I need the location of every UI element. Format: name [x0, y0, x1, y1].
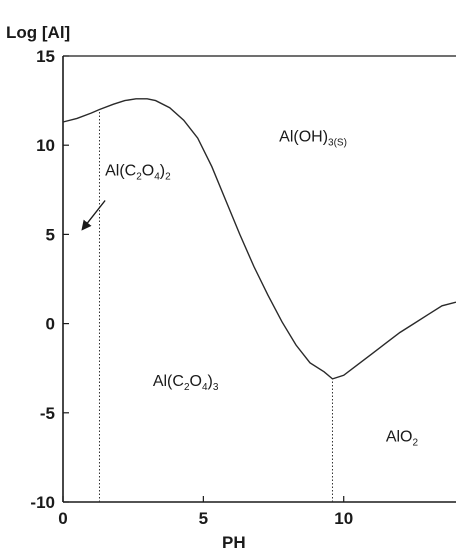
y-tick-label: 10	[36, 136, 55, 155]
region-label: Al(C2O4)2	[105, 163, 171, 183]
x-axis-title: PH	[222, 533, 246, 552]
y-tick-label: -5	[40, 404, 55, 423]
x-tick-label: 5	[199, 509, 208, 528]
axes	[62, 55, 456, 503]
series-layer	[62, 98, 456, 380]
y-tick-label: 5	[46, 225, 55, 244]
region-label: AlO2	[386, 428, 419, 448]
solubility-curve	[62, 98, 456, 380]
annotation-arrow	[81, 200, 106, 231]
x-tick-label: 0	[58, 509, 67, 528]
y-axis-title: Log [Al]	[6, 23, 70, 42]
x-tick-label: 10	[334, 509, 353, 528]
y-tick-label: 15	[36, 47, 55, 66]
region-labels: Al(C2O4)2 Al(OH)3(S) Al(C2O4)3 AlO2	[81, 129, 419, 448]
region-label: Al(OH)3(S)	[279, 129, 347, 149]
region-label: Al(C2O4)3	[153, 373, 219, 393]
phase-boundaries	[98, 109, 333, 502]
y-tick-label: -10	[30, 493, 55, 512]
y-tick-label: 0	[46, 315, 55, 334]
